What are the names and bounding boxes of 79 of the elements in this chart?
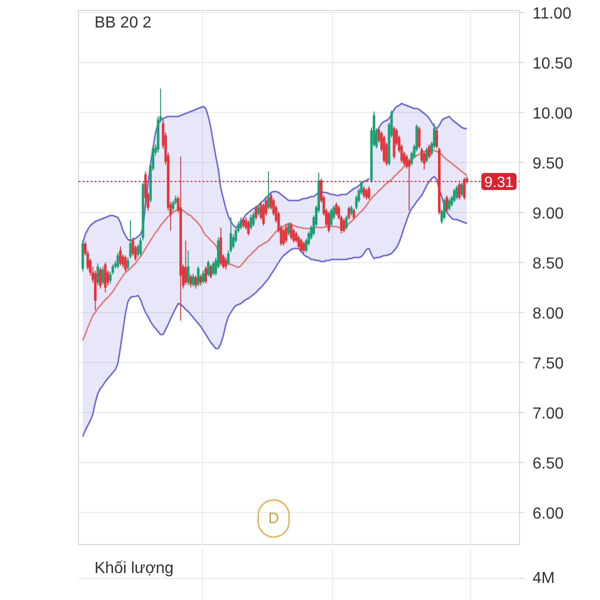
candlestick bbox=[287, 222, 290, 236]
annotation: D bbox=[268, 510, 280, 527]
candlestick bbox=[446, 195, 448, 213]
candlestick bbox=[144, 171, 147, 208]
candlestick bbox=[300, 238, 302, 253]
candlestick bbox=[348, 206, 350, 220]
y-tick-label: 11.00 bbox=[532, 6, 572, 22]
candlestick bbox=[302, 241, 305, 254]
candlestick bbox=[99, 267, 102, 289]
y-tick-label: 9.50 bbox=[532, 156, 564, 172]
candlestick bbox=[342, 218, 346, 233]
candlestick bbox=[250, 214, 252, 230]
candlestick bbox=[186, 250, 190, 286]
candlestick bbox=[204, 266, 208, 284]
candlestick bbox=[456, 185, 458, 200]
candlestick bbox=[382, 135, 386, 163]
candlestick bbox=[350, 205, 353, 216]
y-tick-label: 6.50 bbox=[532, 456, 564, 472]
candlestick bbox=[425, 147, 428, 163]
y-tick-label: 10.00 bbox=[532, 106, 573, 122]
candlestick bbox=[116, 252, 120, 269]
y-tick-label: 8.50 bbox=[532, 256, 564, 272]
candlestick bbox=[352, 208, 356, 220]
candlestick bbox=[102, 266, 104, 285]
text: Khối lượng bbox=[94, 560, 174, 577]
y-tick-label: 10.50 bbox=[532, 56, 573, 72]
candlestick bbox=[368, 186, 370, 200]
candlestick bbox=[119, 246, 122, 266]
candlestick bbox=[96, 263, 100, 286]
candlestick bbox=[242, 217, 245, 228]
candlestick bbox=[192, 273, 194, 287]
candlestick bbox=[290, 222, 292, 240]
candlestick bbox=[365, 188, 368, 200]
candlestick bbox=[443, 198, 446, 220]
candlestick bbox=[362, 186, 366, 198]
candlestick bbox=[345, 215, 348, 230]
y-tick-label: 7.50 bbox=[532, 356, 564, 372]
candlestick bbox=[408, 158, 410, 211]
candlestick bbox=[463, 177, 466, 200]
ref-line-label: 9.31 bbox=[484, 174, 514, 191]
y-tick-label: 8.00 bbox=[532, 306, 564, 322]
candlestick bbox=[284, 224, 288, 243]
candlestick bbox=[460, 182, 464, 197]
candlestick bbox=[254, 205, 258, 220]
candlestick bbox=[124, 255, 127, 272]
y-tick-label: 6.00 bbox=[532, 506, 564, 522]
candlestick bbox=[297, 235, 300, 249]
y-tick-label: 9.00 bbox=[532, 206, 564, 222]
candlestick bbox=[252, 211, 255, 227]
candlestick bbox=[189, 274, 192, 288]
candlestick bbox=[104, 262, 107, 293]
candlestick bbox=[428, 144, 430, 159]
text: 4M bbox=[532, 570, 555, 588]
candlestick bbox=[435, 128, 438, 149]
candlestick bbox=[335, 202, 338, 216]
candlestick bbox=[194, 275, 197, 289]
candlestick bbox=[207, 260, 210, 277]
candlestick bbox=[458, 182, 461, 200]
candlestick bbox=[453, 188, 456, 203]
candlestick bbox=[202, 270, 205, 284]
candlestick bbox=[196, 266, 200, 287]
line-series bbox=[82, 176, 468, 438]
candlestick bbox=[267, 171, 270, 210]
candlestick bbox=[282, 228, 285, 246]
chart-title: BB 20 2 bbox=[94, 14, 152, 32]
candlestick bbox=[257, 204, 260, 216]
candlestick bbox=[422, 151, 426, 170]
y-tick-label: 7.00 bbox=[532, 406, 564, 422]
candlestick bbox=[328, 211, 330, 233]
candlestick bbox=[212, 261, 215, 276]
candlestick bbox=[330, 208, 333, 227]
candlestick bbox=[247, 220, 250, 236]
candlestick bbox=[199, 274, 202, 286]
candlestick bbox=[210, 264, 212, 279]
line-series bbox=[82, 148, 468, 342]
candlestick bbox=[448, 198, 451, 211]
candlestick bbox=[224, 257, 228, 270]
candlestick bbox=[184, 240, 187, 285]
candlestick bbox=[240, 217, 242, 230]
